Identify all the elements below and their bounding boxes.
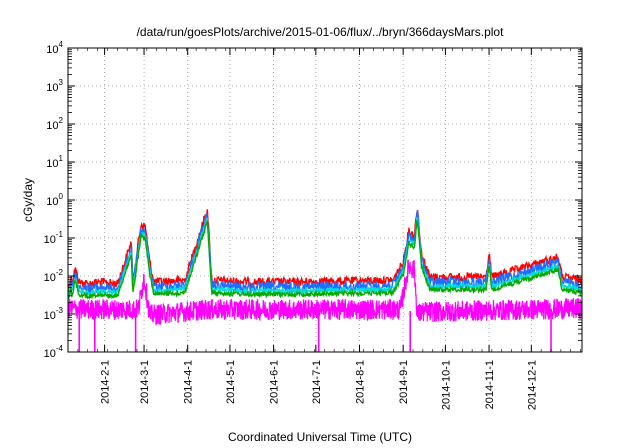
series-line [68, 259, 582, 326]
x-tick-label: 2014-7-1 [311, 360, 323, 404]
y-tick-label: 103 [46, 78, 63, 94]
y-tick-label: 101 [46, 154, 63, 170]
y-tick-label: 10-4 [44, 344, 64, 360]
x-tick-label: 2014-8-1 [355, 360, 367, 404]
chart-title: /data/run/goesPlots/archive/2015-01-06/f… [137, 25, 505, 39]
data-series [68, 209, 582, 352]
y-tick-label: 10-3 [44, 306, 64, 322]
x-tick-label: 2014-6-1 [269, 360, 281, 404]
y-tick-label: 100 [46, 192, 63, 208]
y-axis-label: cGy/day [21, 178, 35, 222]
tick-labels: 10-4 10-3 10-2 10-1 100 101 102 103 104 2014-2-1 2… [44, 40, 539, 410]
x-tick-label: 2014-2-1 [100, 360, 112, 404]
y-tick-label: 104 [46, 40, 63, 56]
x-axis-label: Coordinated Universal Time (UTC) [228, 430, 412, 444]
y-tick-label: 10-1 [44, 230, 64, 246]
x-tick-label: 2014-3-1 [139, 360, 151, 404]
x-tick-label: 2014-11-1 [484, 360, 496, 409]
x-tick-label: 2014-4-1 [183, 360, 195, 404]
x-tick-label: 2014-9-1 [398, 360, 410, 404]
x-tick-label: 2014-12-1 [526, 360, 538, 410]
y-tick-label: 102 [46, 116, 63, 132]
axis-ticks [67, 47, 582, 353]
x-tick-label: 2014-5-1 [225, 360, 237, 404]
series-line [68, 220, 582, 300]
y-tick-label: 10-2 [44, 268, 64, 284]
x-tick-label: 2014-10-1 [440, 360, 452, 410]
